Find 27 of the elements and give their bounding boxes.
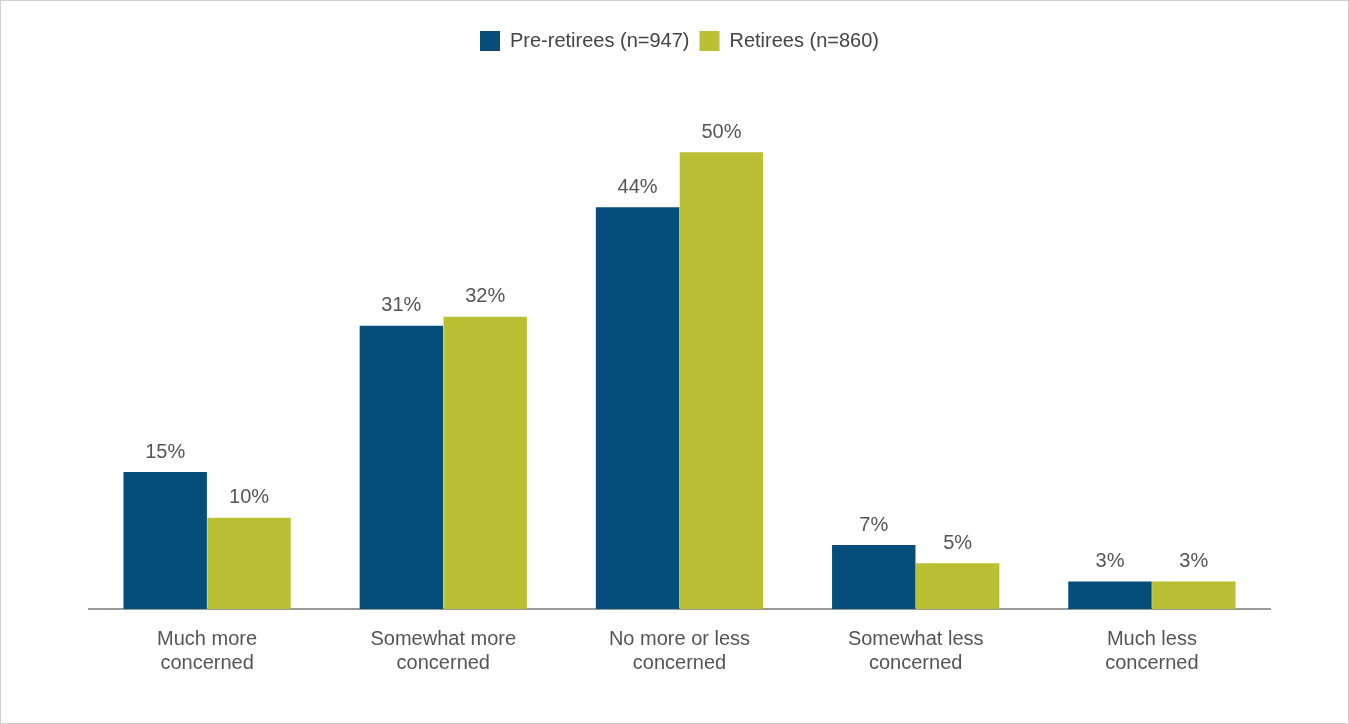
bar	[679, 152, 764, 609]
x-tick-label: Much more concerned	[157, 626, 258, 673]
bar	[832, 545, 916, 609]
bar	[443, 316, 527, 609]
data-label: 31%	[381, 293, 422, 316]
data-label: 15%	[145, 439, 186, 462]
legend-label: Retirees (n=860)	[729, 28, 880, 51]
legend-label: Pre-retirees (n=947)	[509, 28, 690, 51]
bar	[359, 325, 444, 609]
data-label: 10%	[229, 485, 270, 508]
x-tick-label: Somewhat less concerned	[847, 626, 984, 673]
x-tick-label: Much less concerned	[1105, 626, 1199, 673]
data-label: 3%	[1179, 549, 1209, 572]
bar	[1152, 581, 1236, 609]
bar	[207, 517, 291, 609]
data-label: 7%	[859, 512, 889, 535]
data-label: 50%	[701, 119, 742, 142]
bar	[915, 563, 1000, 609]
bar	[1068, 581, 1152, 609]
data-label: 44%	[617, 174, 658, 197]
bar	[123, 472, 207, 609]
data-label: 5%	[943, 530, 973, 553]
data-label: 3%	[1095, 549, 1125, 572]
x-tick-label: No more or less concerned	[608, 626, 751, 673]
x-tick-label: Somewhat more concerned	[370, 626, 517, 673]
bar	[595, 207, 680, 609]
data-label: 32%	[465, 284, 506, 307]
